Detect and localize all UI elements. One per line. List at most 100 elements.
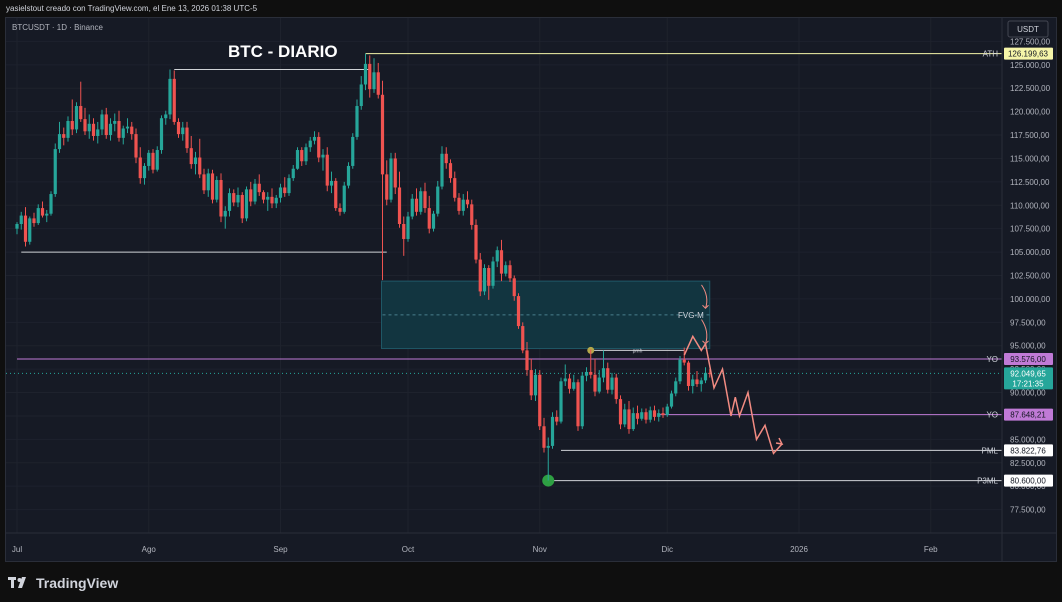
- price-chart[interactable]: 77.500,0080.000,0082.500,0085.000,0087.5…: [6, 18, 1056, 561]
- candle-body: [181, 127, 185, 135]
- level-price-label: 93.576,00: [1010, 355, 1046, 364]
- y-tick-label: 110.000,00: [1010, 201, 1050, 210]
- candle-body: [495, 250, 499, 262]
- candle-body: [682, 359, 686, 363]
- x-tick-label: Ago: [142, 545, 157, 554]
- candle-body: [703, 372, 708, 381]
- candle-body: [244, 189, 249, 219]
- candle-body: [363, 63, 368, 85]
- x-tick-label: Feb: [924, 545, 938, 554]
- candle-body: [117, 121, 121, 138]
- level-price-label: 80.600,00: [1010, 477, 1046, 486]
- candle-body: [317, 136, 321, 158]
- candle-body: [28, 218, 32, 242]
- candle-body: [168, 78, 172, 115]
- candle-body: [304, 147, 308, 162]
- chart-title: BTC - DIARIO: [228, 42, 338, 61]
- candle-body: [334, 180, 338, 209]
- candle-body: [83, 119, 87, 132]
- footer-brand: TradingView: [36, 575, 119, 591]
- arrow-head: [702, 304, 709, 309]
- candle-body: [215, 179, 219, 200]
- candle-body: [661, 413, 665, 416]
- candle-body: [219, 179, 223, 217]
- candle-body: [618, 399, 623, 425]
- level-price-label: 83.822,76: [1010, 446, 1046, 455]
- level-price-label: 87.648,21: [1010, 411, 1046, 420]
- y-tick-label: 80.000,00: [1010, 482, 1046, 491]
- candle-body: [550, 416, 555, 446]
- candle-body: [627, 409, 631, 430]
- candle-body: [185, 127, 189, 149]
- x-tick-label: 2026: [790, 545, 808, 554]
- candle-body: [580, 375, 584, 427]
- candle-body: [665, 406, 669, 416]
- candle-body: [414, 198, 419, 212]
- candle-body: [648, 410, 652, 420]
- candle-body: [563, 378, 567, 382]
- candle-body: [253, 183, 257, 202]
- candle-body: [525, 350, 529, 371]
- y-tick-label: 127.500,00: [1010, 37, 1051, 46]
- level-price-label: 126.199,63: [1008, 50, 1049, 59]
- candle-body: [172, 78, 176, 122]
- candle-body: [155, 150, 159, 170]
- candle-body: [431, 213, 436, 229]
- candle-body: [640, 412, 644, 419]
- candle-body: [372, 72, 376, 90]
- y-tick-label: 90.000,00: [1010, 389, 1046, 398]
- level-label: ATH: [983, 50, 999, 59]
- candle-body: [236, 194, 240, 203]
- y-tick-label: 102.500,00: [1010, 272, 1051, 281]
- y-tick-label: 82.500,00: [1010, 459, 1046, 468]
- candle-body: [457, 197, 461, 211]
- candle-body: [555, 416, 559, 422]
- candle-body: [300, 150, 304, 162]
- candle-body: [189, 148, 193, 165]
- symbol-label: BTCUSDT · 1D · Binance: [12, 23, 104, 32]
- candle-body: [291, 168, 295, 179]
- x-tick-label: Jul: [12, 545, 22, 554]
- candle-body: [470, 204, 474, 225]
- candle-body: [202, 174, 206, 191]
- candle-body: [62, 134, 66, 138]
- candle-body: [198, 157, 202, 175]
- y-tick-label: 120.000,00: [1010, 108, 1051, 117]
- candle-body: [631, 413, 635, 430]
- candle-body: [504, 265, 508, 274]
- candle-body: [57, 134, 62, 150]
- candle-body: [529, 370, 533, 396]
- candle-body: [512, 278, 516, 297]
- time-axis: Jul Ago Sep Oct Nov Dic 2026 Feb: [6, 532, 1056, 554]
- level-price-box: [1004, 353, 1053, 366]
- candle-body: [614, 377, 618, 400]
- candle-body: [542, 426, 546, 448]
- level-label: P3ML: [977, 477, 998, 486]
- candle-body: [499, 250, 504, 274]
- countdown-label: 17:21:35: [1012, 379, 1044, 388]
- candle-body: [23, 215, 28, 242]
- candle-body: [402, 224, 406, 239]
- candle-body: [321, 154, 325, 158]
- chart-caption: yasielstout creado con TradingView.com, …: [6, 4, 258, 13]
- candle-body: [70, 121, 74, 130]
- candle-body: [465, 199, 470, 205]
- level-price-box: [1004, 47, 1053, 60]
- y-tick-label: 100.000,00: [1010, 295, 1051, 304]
- candle-body: [36, 208, 40, 224]
- candle-body: [482, 268, 487, 292]
- y-tick-label: 115.000,00: [1010, 154, 1050, 163]
- candle-body: [45, 213, 49, 216]
- candle-body: [410, 198, 414, 217]
- level-lines: [6, 53, 1002, 487]
- candle-body: [151, 152, 155, 170]
- arrow-line: [701, 284, 708, 309]
- candle-body: [159, 118, 164, 151]
- x-tick-label: Nov: [533, 545, 547, 554]
- level-price-box: [1004, 444, 1053, 457]
- chart-panel[interactable]: 77.500,0080.000,0082.500,0085.000,0087.5…: [5, 17, 1057, 562]
- candle-body: [312, 136, 317, 141]
- candle-body: [355, 106, 359, 137]
- x-tick-label: Dic: [661, 545, 673, 554]
- candle-body: [283, 187, 287, 194]
